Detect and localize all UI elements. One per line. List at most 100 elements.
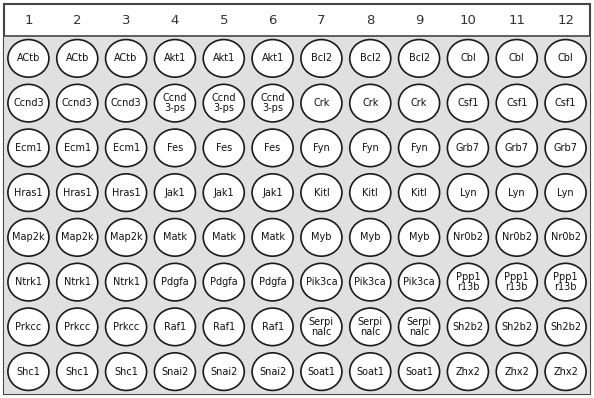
Ellipse shape <box>399 308 440 346</box>
Ellipse shape <box>496 39 537 77</box>
Text: Matk: Matk <box>211 232 236 242</box>
Text: ACtb: ACtb <box>115 53 138 63</box>
Text: ACtb: ACtb <box>17 53 40 63</box>
Ellipse shape <box>203 84 244 122</box>
Ellipse shape <box>301 219 342 256</box>
Text: Ecm1: Ecm1 <box>64 143 91 153</box>
Ellipse shape <box>350 129 391 167</box>
Ellipse shape <box>57 219 98 256</box>
Text: Ntrk1: Ntrk1 <box>64 277 91 287</box>
Ellipse shape <box>350 353 391 390</box>
Ellipse shape <box>252 174 293 211</box>
Text: Bcl2: Bcl2 <box>311 53 332 63</box>
Text: Fes: Fes <box>264 143 281 153</box>
Ellipse shape <box>252 129 293 167</box>
Ellipse shape <box>399 263 440 301</box>
Text: Prkcc: Prkcc <box>64 322 90 332</box>
Text: Fes: Fes <box>216 143 232 153</box>
Ellipse shape <box>545 263 586 301</box>
Text: Shc1: Shc1 <box>17 367 40 377</box>
Ellipse shape <box>252 84 293 122</box>
Text: Grb7: Grb7 <box>505 143 529 153</box>
Ellipse shape <box>57 84 98 122</box>
Ellipse shape <box>447 308 488 346</box>
Text: Nr0b2: Nr0b2 <box>551 232 580 242</box>
Ellipse shape <box>252 263 293 301</box>
Text: Myb: Myb <box>360 232 381 242</box>
Text: Myb: Myb <box>311 232 331 242</box>
Ellipse shape <box>106 84 147 122</box>
Ellipse shape <box>545 174 586 211</box>
Text: Hras1: Hras1 <box>112 187 140 198</box>
Text: Ntrk1: Ntrk1 <box>113 277 140 287</box>
Text: Matk: Matk <box>163 232 187 242</box>
Ellipse shape <box>301 263 342 301</box>
Ellipse shape <box>57 129 98 167</box>
Ellipse shape <box>301 174 342 211</box>
Ellipse shape <box>57 263 98 301</box>
Text: Myb: Myb <box>409 232 429 242</box>
Ellipse shape <box>203 263 244 301</box>
Text: 7: 7 <box>317 14 326 27</box>
Text: Lyn: Lyn <box>508 187 525 198</box>
Text: Ccnd3: Ccnd3 <box>62 98 93 108</box>
Ellipse shape <box>496 174 537 211</box>
Ellipse shape <box>496 219 537 256</box>
Ellipse shape <box>106 129 147 167</box>
Text: Crk: Crk <box>313 98 330 108</box>
Text: Akt1: Akt1 <box>261 53 284 63</box>
Text: Hras1: Hras1 <box>63 187 91 198</box>
Ellipse shape <box>106 308 147 346</box>
Ellipse shape <box>154 219 195 256</box>
Ellipse shape <box>8 308 49 346</box>
Ellipse shape <box>301 84 342 122</box>
Ellipse shape <box>57 39 98 77</box>
Text: Lyn: Lyn <box>557 187 574 198</box>
Text: Jak1: Jak1 <box>263 187 283 198</box>
Ellipse shape <box>496 84 537 122</box>
Ellipse shape <box>154 39 195 77</box>
Text: Serpi
nalc: Serpi nalc <box>309 317 334 337</box>
Text: Csf1: Csf1 <box>555 98 576 108</box>
Text: Ppp1
r13b: Ppp1 r13b <box>456 272 480 292</box>
Text: Zhx2: Zhx2 <box>504 367 529 377</box>
Ellipse shape <box>106 39 147 77</box>
Ellipse shape <box>203 129 244 167</box>
Text: Snai2: Snai2 <box>210 367 238 377</box>
Text: Pik3ca: Pik3ca <box>403 277 435 287</box>
Ellipse shape <box>447 84 488 122</box>
Ellipse shape <box>447 263 488 301</box>
Ellipse shape <box>57 174 98 211</box>
Text: Nr0b2: Nr0b2 <box>453 232 483 242</box>
Text: Matk: Matk <box>261 232 285 242</box>
Text: Fyn: Fyn <box>410 143 428 153</box>
Ellipse shape <box>154 353 195 390</box>
Text: Ccnd3: Ccnd3 <box>13 98 44 108</box>
Text: Sh2b2: Sh2b2 <box>550 322 581 332</box>
Ellipse shape <box>545 129 586 167</box>
Ellipse shape <box>203 353 244 390</box>
Text: Map2k: Map2k <box>12 232 45 242</box>
Ellipse shape <box>350 263 391 301</box>
Text: Csf1: Csf1 <box>506 98 527 108</box>
Ellipse shape <box>447 39 488 77</box>
Ellipse shape <box>496 353 537 390</box>
Text: Pdgfa: Pdgfa <box>259 277 286 287</box>
Ellipse shape <box>350 219 391 256</box>
Ellipse shape <box>447 129 488 167</box>
Text: Cbl: Cbl <box>460 53 476 63</box>
Text: Ecm1: Ecm1 <box>15 143 42 153</box>
Ellipse shape <box>447 174 488 211</box>
Text: Bcl2: Bcl2 <box>360 53 381 63</box>
Text: Sh2b2: Sh2b2 <box>501 322 532 332</box>
Text: Map2k: Map2k <box>110 232 143 242</box>
Ellipse shape <box>399 219 440 256</box>
Text: Cbl: Cbl <box>509 53 525 63</box>
Text: 4: 4 <box>170 14 179 27</box>
Text: Pik3ca: Pik3ca <box>305 277 337 287</box>
Text: 8: 8 <box>366 14 374 27</box>
Ellipse shape <box>399 174 440 211</box>
Ellipse shape <box>545 39 586 77</box>
Ellipse shape <box>399 129 440 167</box>
Text: Shc1: Shc1 <box>114 367 138 377</box>
